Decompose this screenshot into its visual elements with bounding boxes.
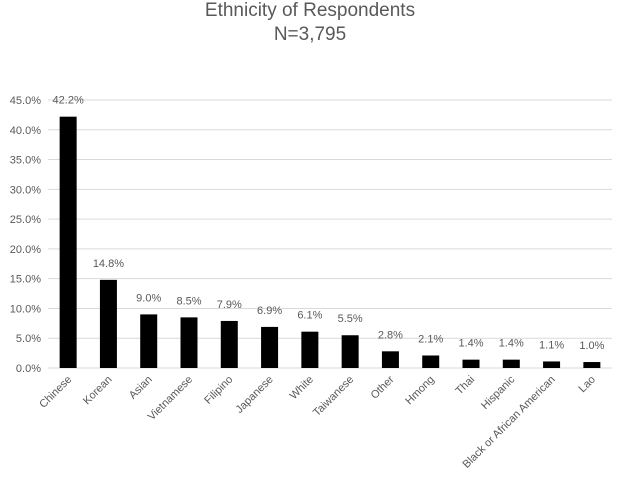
data-label: 1.0% bbox=[579, 340, 604, 352]
x-tick-label: Thai bbox=[453, 374, 477, 398]
x-tick-label: White bbox=[288, 374, 316, 402]
y-tick-label: 20.0% bbox=[10, 244, 41, 256]
data-label: 1.4% bbox=[458, 338, 483, 350]
data-label: 8.5% bbox=[176, 295, 201, 307]
chart-title: Ethnicity of Respondents bbox=[204, 0, 416, 21]
x-tick-label: Japanese bbox=[233, 374, 275, 416]
data-label: 6.9% bbox=[257, 305, 282, 317]
x-tick-label: Korean bbox=[81, 374, 115, 408]
chart-subtitle: N=3,795 bbox=[273, 24, 347, 45]
x-tick-label: Hispanic bbox=[479, 373, 518, 412]
bar bbox=[301, 331, 319, 368]
bar bbox=[180, 317, 198, 368]
y-tick-label: 40.0% bbox=[10, 125, 41, 137]
x-tick-label: Taiwanese bbox=[311, 374, 356, 419]
bar bbox=[543, 361, 561, 368]
y-tick-label: 10.0% bbox=[10, 303, 41, 315]
y-tick-label: 0.0% bbox=[16, 363, 41, 375]
y-tick-label: 35.0% bbox=[10, 155, 41, 167]
y-tick-label: 15.0% bbox=[10, 274, 41, 286]
data-label: 7.9% bbox=[217, 299, 242, 311]
bar bbox=[341, 335, 359, 368]
data-label: 1.4% bbox=[499, 338, 524, 350]
x-tick-label: Hmong bbox=[403, 374, 437, 408]
data-label: 2.1% bbox=[418, 333, 443, 345]
bar bbox=[99, 279, 117, 368]
x-tick-label: Lao bbox=[577, 374, 598, 395]
y-tick-label: 30.0% bbox=[10, 184, 41, 196]
data-label: 42.2% bbox=[53, 95, 84, 107]
data-label: 9.0% bbox=[136, 292, 161, 304]
x-tick-label: Filipino bbox=[202, 374, 235, 407]
bar bbox=[220, 320, 238, 368]
data-label: 14.8% bbox=[93, 258, 124, 270]
x-tick-label: Asian bbox=[127, 374, 155, 402]
data-label: 2.8% bbox=[378, 329, 403, 341]
y-tick-label: 25.0% bbox=[10, 214, 41, 226]
bar bbox=[502, 359, 520, 368]
bar bbox=[462, 359, 480, 368]
y-tick-label: 5.0% bbox=[16, 333, 41, 345]
bar bbox=[261, 326, 279, 368]
bar bbox=[422, 355, 440, 368]
bar bbox=[381, 351, 399, 368]
x-tick-label: Other bbox=[369, 373, 397, 401]
data-label: 6.1% bbox=[297, 310, 322, 322]
data-label: 1.1% bbox=[539, 339, 564, 351]
bar bbox=[583, 362, 601, 368]
bar bbox=[59, 116, 77, 368]
y-tick-label: 45.0% bbox=[10, 95, 41, 107]
data-label: 5.5% bbox=[338, 313, 363, 325]
x-tick-label: Chinese bbox=[37, 374, 74, 411]
bar bbox=[140, 314, 158, 368]
